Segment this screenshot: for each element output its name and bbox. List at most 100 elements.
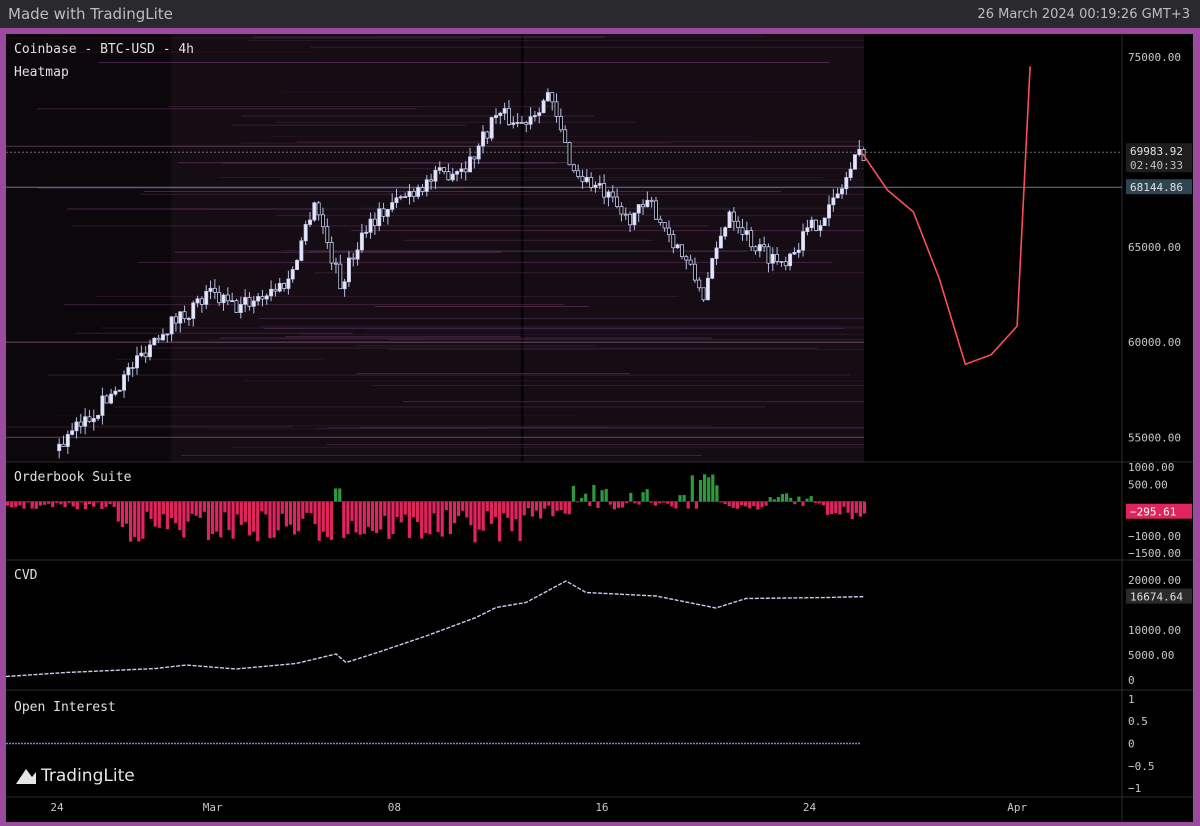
candle	[840, 184, 844, 199]
orderbook-bar	[637, 501, 641, 505]
orderbook-bar	[772, 499, 776, 502]
candle	[424, 174, 429, 197]
orderbook-bar	[350, 501, 354, 521]
candle	[321, 207, 325, 235]
candle-body	[260, 296, 265, 300]
orderbook-value-tag-text: −295.61	[1130, 506, 1176, 519]
orderbook-value-tag: −295.61	[1126, 503, 1192, 519]
orderbook-bar	[206, 501, 211, 541]
orderbook-bar	[432, 501, 436, 514]
orderbook-bar	[842, 501, 846, 507]
heatmap-band	[297, 141, 864, 143]
candle	[429, 173, 434, 190]
candle	[398, 194, 403, 201]
candle-body	[705, 277, 710, 301]
orderbook-bar	[47, 501, 51, 504]
candle-body	[718, 235, 723, 249]
candle	[818, 220, 823, 237]
orderbook-bar	[489, 501, 493, 524]
candle-body	[264, 295, 269, 300]
candle	[269, 280, 274, 302]
candle-body	[506, 108, 511, 125]
orderbook-bar	[596, 501, 600, 509]
candle	[148, 339, 152, 361]
orderbook-bar	[30, 501, 34, 509]
orderbook-bar	[10, 501, 14, 508]
orderbook-bar	[34, 501, 38, 509]
orderbook-bar	[182, 501, 186, 538]
heatmap-band	[365, 329, 679, 331]
y-tick-label: 10000.00	[1128, 624, 1181, 637]
candle	[450, 167, 455, 182]
candle	[632, 212, 637, 231]
heatmap-band	[403, 401, 864, 403]
orderbook-bar	[674, 501, 678, 509]
orderbook-bar	[284, 501, 288, 527]
candle-body	[429, 179, 434, 182]
candle	[420, 183, 425, 196]
candle	[727, 210, 732, 229]
orderbook-bar	[297, 501, 301, 532]
orderbook-bar	[625, 501, 629, 503]
candle	[325, 218, 330, 249]
candle	[316, 200, 321, 221]
candle	[649, 196, 654, 208]
candle	[135, 346, 139, 375]
candle-body	[770, 253, 775, 264]
candle-body	[589, 176, 594, 188]
orderbook-bar	[571, 485, 575, 502]
candle-body	[710, 258, 715, 279]
candle	[511, 116, 516, 129]
candle-body	[117, 389, 122, 392]
heatmap-band	[248, 40, 865, 42]
orderbook-bar	[223, 501, 227, 513]
candle-body	[394, 197, 399, 203]
orderbook-bar	[309, 501, 313, 514]
heatmap-band	[326, 444, 864, 446]
open-interest-title: Open Interest	[14, 700, 116, 715]
candle	[494, 108, 498, 124]
candle	[805, 219, 810, 236]
candle	[680, 244, 684, 260]
candle	[70, 423, 75, 436]
candle-body	[217, 291, 222, 304]
chart-svg[interactable]: 55000.00 60000.00 65000.00 75000.00 1000.00 5…	[6, 34, 1193, 822]
chart-area[interactable]: 55000.00 60000.00 65000.00 75000.00 1000.00 5…	[6, 34, 1193, 822]
candle	[195, 295, 200, 308]
candle	[264, 293, 269, 305]
candle	[619, 202, 624, 222]
candle	[186, 316, 191, 326]
candle-body	[403, 196, 408, 199]
candle	[675, 243, 680, 249]
candle-body	[364, 231, 369, 234]
candle-body	[740, 227, 745, 235]
orderbook-bar	[178, 501, 182, 531]
orderbook-bar	[276, 501, 280, 531]
orderbook-bar	[838, 501, 842, 515]
orderbook-bar	[780, 493, 785, 502]
candle-body	[446, 171, 451, 181]
candle-body	[654, 200, 658, 220]
candle-body	[256, 296, 261, 302]
candle	[290, 266, 295, 283]
heatmap-band	[242, 380, 865, 382]
orderbook-bar	[116, 501, 120, 522]
candle	[602, 174, 607, 205]
heatmap-band	[204, 208, 731, 210]
candle	[256, 292, 261, 306]
candle-body	[407, 190, 412, 198]
candle-body	[775, 253, 780, 262]
candle-body	[455, 171, 460, 175]
candle-body	[489, 117, 494, 139]
candle	[152, 337, 157, 346]
y-tick-label: −0.5	[1128, 760, 1155, 773]
candle	[342, 278, 347, 297]
candle-body	[160, 334, 165, 341]
orderbook-bar	[383, 501, 387, 516]
heatmap-band	[231, 124, 467, 126]
candle-body	[325, 226, 330, 243]
orderbook-bar	[362, 501, 366, 534]
orderbook-bar	[428, 501, 432, 535]
orderbook-bar	[608, 501, 612, 505]
x-tick-label: 24	[803, 801, 817, 814]
